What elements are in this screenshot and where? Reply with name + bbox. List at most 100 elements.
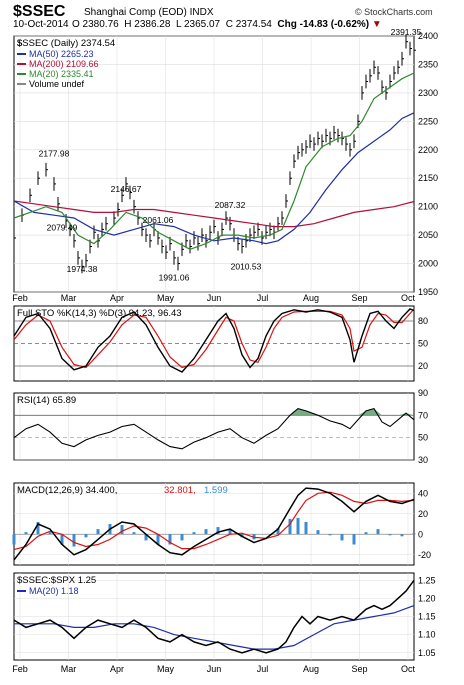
price-annotation-1: 2079.49 bbox=[47, 222, 78, 232]
macd-hist-bar-23 bbox=[288, 518, 292, 535]
ratio-y-tick-label-4: 1.25 bbox=[418, 575, 436, 585]
ratio-title: $SSEC:$SPX 1.25 bbox=[17, 575, 96, 586]
high-value: H 2386.28 bbox=[124, 19, 171, 30]
close-value: C 2374.54 bbox=[225, 19, 272, 30]
price-legend-0: MA(50) 2265.23 bbox=[29, 49, 94, 59]
down-arrow-icon: ▼ bbox=[371, 19, 382, 30]
price-legend-2: MA(20) 2335.41 bbox=[29, 69, 94, 79]
price-y-tick-label-8: 2350 bbox=[418, 59, 438, 69]
macd-hist-bar-17 bbox=[216, 527, 220, 535]
macd-hist-bar-26 bbox=[316, 530, 320, 535]
ratio-x-label-3: May bbox=[157, 664, 175, 674]
macd-hist-bar-22 bbox=[276, 528, 280, 535]
macd-hist-bar-6 bbox=[84, 534, 88, 538]
ma20-line bbox=[13, 72, 415, 250]
change-value: Chg -14.83 (-0.62%) bbox=[277, 19, 370, 30]
rsi-line bbox=[13, 407, 415, 450]
ratio-x-label-1: Mar bbox=[61, 664, 77, 674]
macd-hist-bar-16 bbox=[204, 529, 208, 535]
price-x-label-3: May bbox=[157, 293, 175, 303]
sto-d-line bbox=[13, 308, 415, 369]
ratio-x-label-7: Sep bbox=[351, 664, 367, 674]
symbol-title: $SSEC bbox=[13, 3, 66, 20]
macd-hist-bar-4 bbox=[60, 534, 64, 545]
price-x-label-4: Jun bbox=[207, 293, 222, 303]
macd-y-tick-label-1: 0 bbox=[418, 529, 423, 539]
rsi-tick-label-0: 30 bbox=[418, 455, 428, 465]
ratio-x-label-8: Oct bbox=[401, 664, 416, 674]
macd-hist-bar-11 bbox=[144, 534, 148, 541]
rsi-tick-label-2: 70 bbox=[418, 410, 428, 420]
macd-hist-bar-13 bbox=[168, 534, 172, 545]
ma200-line bbox=[13, 200, 415, 228]
ratio-x-label-0: Feb bbox=[12, 664, 28, 674]
sto-tick-label-0: 20 bbox=[418, 361, 428, 371]
price-annotation-5: 1991.06 bbox=[159, 273, 190, 283]
ratio-y-tick-label-3: 1.20 bbox=[418, 593, 436, 603]
ratio-line bbox=[13, 579, 415, 654]
open-value: O 2380.76 bbox=[72, 19, 119, 30]
ratio-y-tick-label-0: 1.05 bbox=[418, 648, 436, 658]
ratio-x-label-2: Apr bbox=[110, 664, 124, 674]
symbol-name: Shanghai Comp (EOD) INDX bbox=[84, 7, 214, 18]
macd-y-tick-label-0: -20 bbox=[418, 550, 431, 560]
sto-title: Full STO %K(14,3) %D(3) 94.23, 96.43 bbox=[17, 308, 182, 319]
macd-hist-bar-34 bbox=[412, 533, 416, 535]
macd-hist-bar-27 bbox=[328, 534, 332, 536]
price-y-tick-label-9: 2400 bbox=[418, 31, 438, 41]
ratio-legend: MA(20) 1.18 bbox=[29, 586, 79, 596]
macd-hist-bar-2 bbox=[36, 521, 40, 535]
macd-hist-bar-9 bbox=[120, 525, 124, 535]
ma50-line bbox=[13, 112, 415, 245]
macd-hist-bar-5 bbox=[72, 534, 76, 547]
macd-y-tick-label-3: 40 bbox=[418, 488, 428, 498]
price-legend-1: MA(200) 2109.66 bbox=[29, 59, 99, 69]
macd-hist-bar-31 bbox=[376, 529, 380, 535]
price-x-label-7: Sep bbox=[351, 293, 367, 303]
sto-tick-label-2: 80 bbox=[418, 316, 428, 326]
macd-line bbox=[13, 487, 415, 561]
price-annotation-4: 2061.06 bbox=[143, 215, 174, 225]
macd-signal-line bbox=[13, 491, 415, 551]
macd-hist-bar-0 bbox=[12, 534, 16, 545]
macd-hist-bar-7 bbox=[96, 529, 100, 535]
price-y-tick-label-2: 2050 bbox=[418, 230, 438, 240]
macd-hist-bar-10 bbox=[132, 532, 136, 535]
price-y-tick-label-1: 2000 bbox=[418, 259, 438, 269]
price-title: $SSEC (Daily) 2374.54 bbox=[17, 38, 115, 49]
ratio-x-label-6: Aug bbox=[303, 664, 319, 674]
macd-hist-bar-33 bbox=[400, 534, 404, 537]
price-y-tick-label-7: 2300 bbox=[418, 88, 438, 98]
price-x-label-1: Mar bbox=[61, 293, 77, 303]
rsi-title: RSI(14) 65.89 bbox=[17, 395, 76, 406]
sto-k-line bbox=[13, 308, 415, 373]
ohlc-line: O 2380.76 H 2386.28 L 2365.07 C 2374.54 … bbox=[72, 19, 382, 30]
price-x-label-5: Jul bbox=[257, 293, 269, 303]
macd-hist-bar-18 bbox=[228, 529, 232, 535]
price-annotation-6: 2087.32 bbox=[215, 200, 246, 210]
stockcharts-credit[interactable]: © StockCharts.com bbox=[355, 7, 433, 17]
price-y-tick-label-3: 2100 bbox=[418, 202, 438, 212]
macd-title: MACD(12,26,9) 34.400, bbox=[17, 485, 117, 496]
price-y-tick-label-0: 1950 bbox=[418, 287, 438, 297]
price-legend-3: Volume undef bbox=[29, 79, 85, 89]
price-y-tick-label-4: 2150 bbox=[418, 173, 438, 183]
price-annotation-7: 2010.53 bbox=[231, 262, 262, 272]
price-annotation-2: 1974.38 bbox=[67, 264, 98, 274]
price-y-tick-label-5: 2200 bbox=[418, 145, 438, 155]
price-annotation-8: 2391.35 bbox=[391, 27, 422, 37]
macd-hist-bar-15 bbox=[192, 532, 196, 535]
rsi-tick-label-3: 90 bbox=[418, 388, 428, 398]
macd-hist-bar-32 bbox=[388, 534, 392, 536]
ratio-ma-line bbox=[14, 605, 415, 650]
macd-signal-value: 32.801, bbox=[164, 485, 196, 496]
macd-hist-value: 1.599 bbox=[204, 485, 228, 496]
price-x-label-8: Oct bbox=[401, 293, 416, 303]
price-annotation-3: 2146.67 bbox=[111, 184, 142, 194]
price-y-tick-label-6: 2250 bbox=[418, 116, 438, 126]
price-x-label-6: Aug bbox=[303, 293, 319, 303]
low-value: L 2365.07 bbox=[176, 19, 221, 30]
ratio-x-label-5: Jul bbox=[257, 664, 269, 674]
ratio-y-tick-label-1: 1.10 bbox=[418, 630, 436, 640]
